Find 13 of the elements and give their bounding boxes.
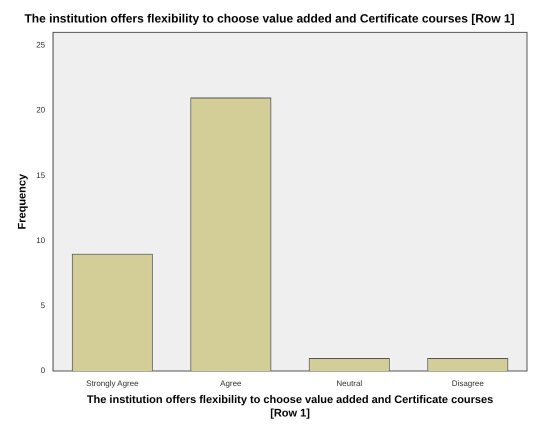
x-tick-label: Agree	[220, 379, 242, 388]
y-axis-title: Frequency	[16, 173, 29, 230]
y-tick-label: 15	[36, 170, 46, 180]
y-tick-label: 25	[36, 40, 46, 50]
y-tick-label: 5	[40, 301, 46, 310]
chart-title: The institution offers flexibility to choose value added and Certificate courses [Row 1]	[24, 12, 515, 26]
x-axis-title: The institution offers flexibility to choose value added and Certificate courses [Row 1]	[86, 394, 494, 420]
x-tick-label: Strongly Agree	[86, 379, 140, 388]
y-tick-label: 10	[36, 236, 46, 245]
y-tick-label: 20	[36, 106, 46, 115]
y-tick-label: 0	[40, 366, 46, 376]
x-tick-label: Neutral	[336, 379, 362, 388]
x-tick-label: Disagree	[452, 379, 484, 388]
